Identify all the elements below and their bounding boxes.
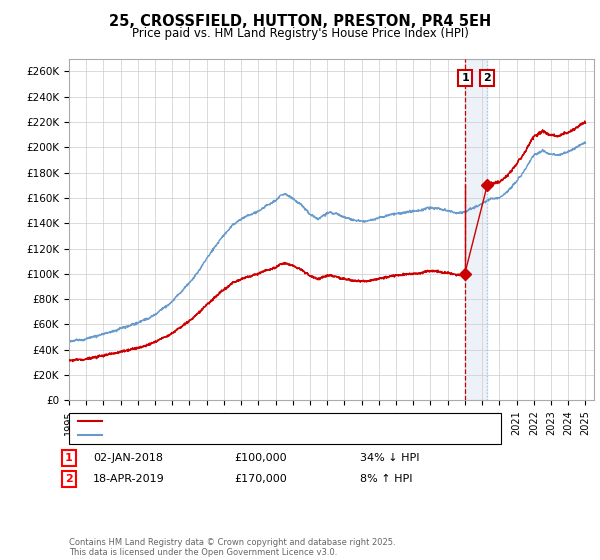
Text: 8% ↑ HPI: 8% ↑ HPI — [360, 474, 413, 484]
Text: Contains HM Land Registry data © Crown copyright and database right 2025.
This d: Contains HM Land Registry data © Crown c… — [69, 538, 395, 557]
Text: 25, CROSSFIELD, HUTTON, PRESTON, PR4 5EH (semi-detached house): 25, CROSSFIELD, HUTTON, PRESTON, PR4 5EH… — [106, 416, 471, 426]
Text: £170,000: £170,000 — [234, 474, 287, 484]
Text: 34% ↓ HPI: 34% ↓ HPI — [360, 453, 419, 463]
Text: 1: 1 — [65, 453, 73, 463]
Text: 2: 2 — [483, 73, 491, 83]
Text: 25, CROSSFIELD, HUTTON, PRESTON, PR4 5EH: 25, CROSSFIELD, HUTTON, PRESTON, PR4 5EH — [109, 14, 491, 29]
Text: 18-APR-2019: 18-APR-2019 — [93, 474, 165, 484]
Text: 02-JAN-2018: 02-JAN-2018 — [93, 453, 163, 463]
Text: £100,000: £100,000 — [234, 453, 287, 463]
Text: 2: 2 — [65, 474, 73, 484]
Text: HPI: Average price, semi-detached house, South Ribble: HPI: Average price, semi-detached house,… — [106, 430, 394, 440]
Text: 1: 1 — [461, 73, 469, 83]
Bar — [465, 59, 487, 400]
Text: Price paid vs. HM Land Registry's House Price Index (HPI): Price paid vs. HM Land Registry's House … — [131, 27, 469, 40]
